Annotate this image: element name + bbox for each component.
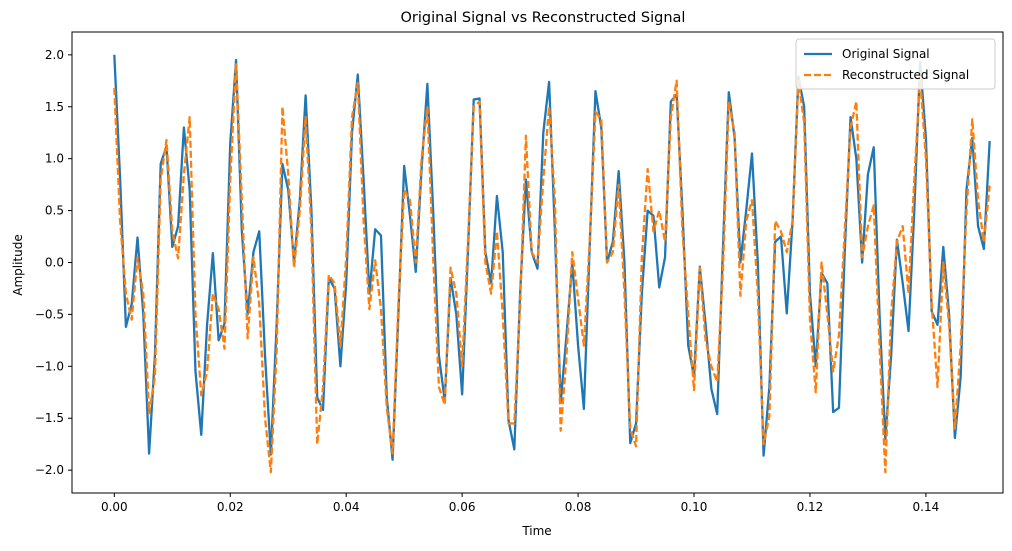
x-tick-label: 0.00 [101,500,128,514]
x-tick-label: 0.14 [913,500,940,514]
series-line-reconstructed-signal [113,62,991,474]
legend-box [795,38,996,90]
y-tick-label: −2.0 [35,463,64,477]
legend: Original Signal Reconstructed Signal [795,38,996,90]
x-tick-label: 0.06 [449,500,476,514]
x-tick-label: 0.04 [333,500,360,514]
x-tick-label: 0.08 [565,500,592,514]
y-tick-label: 0.0 [45,256,64,270]
y-tick-label: −1.0 [35,359,64,373]
y-tick-label: 1.0 [45,152,64,166]
legend-label: Reconstructed Signal [842,68,969,82]
y-tick-label: −0.5 [35,307,64,321]
series-line-original-signal [113,54,991,461]
y-tick-label: 0.5 [45,204,64,218]
x-tick-label: 0.10 [681,500,708,514]
x-tick-label: 0.02 [217,500,244,514]
y-tick-label: 2.0 [45,48,64,62]
y-tick-label: 1.5 [45,100,64,114]
legend-label: Original Signal [842,47,930,61]
y-axis-label: Amplitude [11,234,25,296]
plot-area [113,54,991,474]
axes: 0.00 0.02 0.04 0.06 0.08 0.10 0.12 0.14 −2.0 −1.5… [35,31,1004,514]
x-tick-label: 0.12 [797,500,824,514]
y-tick-label: −1.5 [35,411,64,425]
x-axis-label: Time [521,524,551,538]
chart-title: Original Signal vs Reconstructed Signal [401,10,686,26]
